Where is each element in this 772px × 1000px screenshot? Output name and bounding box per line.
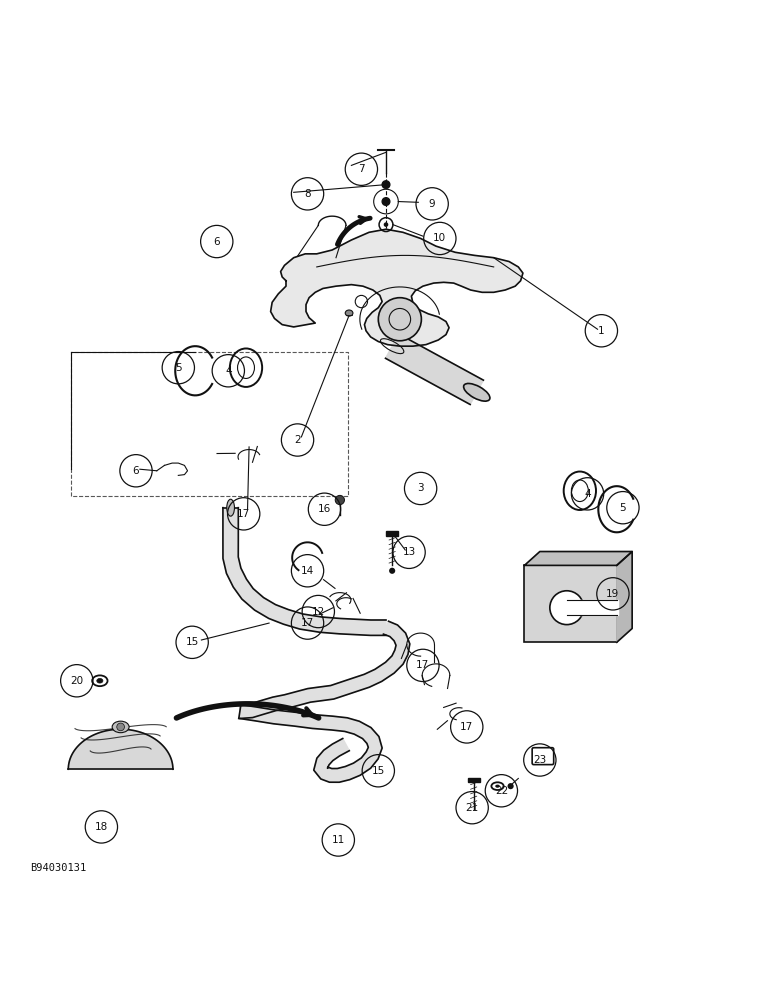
Text: 17: 17: [416, 660, 429, 670]
Text: 17: 17: [237, 509, 250, 519]
Text: 8: 8: [304, 189, 311, 199]
Text: 20: 20: [70, 676, 83, 686]
Text: 10: 10: [433, 233, 446, 243]
Text: 22: 22: [495, 786, 508, 796]
Polygon shape: [567, 600, 618, 615]
Ellipse shape: [464, 383, 490, 401]
Text: 4: 4: [584, 489, 591, 499]
Circle shape: [335, 495, 344, 505]
Bar: [386, 531, 398, 536]
Ellipse shape: [495, 785, 499, 788]
Text: 9: 9: [428, 199, 435, 209]
Text: 16: 16: [318, 504, 331, 514]
Text: 18: 18: [95, 822, 108, 832]
Text: 17: 17: [301, 618, 314, 628]
Text: 21: 21: [466, 803, 479, 813]
Polygon shape: [239, 705, 382, 782]
Polygon shape: [68, 729, 173, 769]
Text: 14: 14: [301, 566, 314, 576]
Text: 17: 17: [460, 722, 473, 732]
Ellipse shape: [345, 310, 353, 316]
Bar: [524, 565, 617, 642]
Polygon shape: [239, 621, 410, 718]
Circle shape: [117, 723, 124, 731]
Ellipse shape: [96, 678, 103, 683]
Text: 4: 4: [225, 366, 232, 376]
Text: 2: 2: [294, 435, 301, 445]
Text: 5: 5: [175, 363, 181, 373]
Text: 3: 3: [418, 483, 424, 493]
Polygon shape: [617, 552, 632, 642]
Text: 5: 5: [620, 503, 626, 513]
Text: 19: 19: [606, 589, 620, 599]
Text: 15: 15: [185, 637, 198, 647]
Circle shape: [382, 181, 390, 188]
Circle shape: [378, 298, 422, 341]
Polygon shape: [524, 552, 632, 565]
Ellipse shape: [112, 721, 129, 733]
Text: B94030131: B94030131: [31, 863, 87, 873]
Text: 23: 23: [533, 755, 547, 765]
Polygon shape: [385, 334, 483, 404]
Circle shape: [507, 783, 513, 789]
Text: 11: 11: [332, 835, 345, 845]
Circle shape: [550, 591, 584, 625]
Text: 6: 6: [214, 237, 220, 247]
Text: 6: 6: [133, 466, 139, 476]
Circle shape: [389, 568, 395, 574]
Text: 1: 1: [598, 326, 604, 336]
Polygon shape: [271, 229, 523, 346]
Text: 13: 13: [402, 547, 415, 557]
Polygon shape: [223, 508, 386, 635]
Text: 15: 15: [371, 766, 385, 776]
Ellipse shape: [227, 499, 235, 516]
Bar: [468, 778, 480, 782]
Circle shape: [382, 198, 390, 205]
Circle shape: [384, 222, 388, 227]
Text: 7: 7: [358, 164, 364, 174]
Text: 12: 12: [312, 607, 325, 617]
